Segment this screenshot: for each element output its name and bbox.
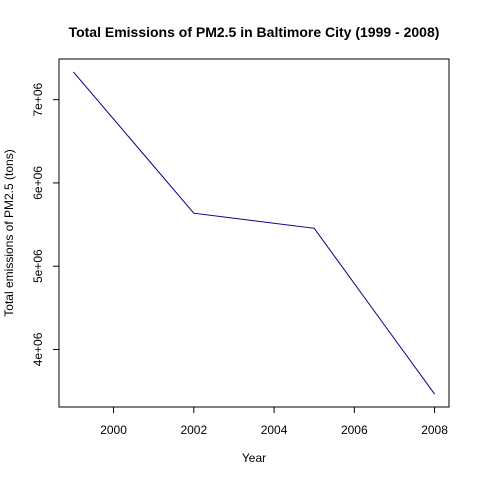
x-tick-label: 2000	[100, 423, 127, 437]
series-line	[73, 71, 436, 395]
x-tick-label: 2006	[341, 423, 368, 437]
y-axis-label: Total emissions of PM2.5 (tons)	[2, 149, 16, 316]
y-tick-label: 7e+06	[31, 82, 45, 116]
y-axis: 4e+06 5e+06 6e+06 7e+06	[31, 82, 59, 366]
y-tick-label: 4e+06	[31, 332, 45, 366]
x-axis-label: Year	[242, 451, 266, 465]
y-tick-label: 6e+06	[31, 166, 45, 200]
chart-title: Total Emissions of PM2.5 in Baltimore Ci…	[69, 24, 440, 40]
x-axis: 2000 2002 2004 2006 2008	[100, 407, 448, 437]
y-tick-label: 5e+06	[31, 249, 45, 283]
x-tick-label: 2008	[421, 423, 448, 437]
x-tick-label: 2004	[261, 423, 288, 437]
plot-frame	[58, 58, 450, 408]
x-tick-label: 2002	[180, 423, 207, 437]
